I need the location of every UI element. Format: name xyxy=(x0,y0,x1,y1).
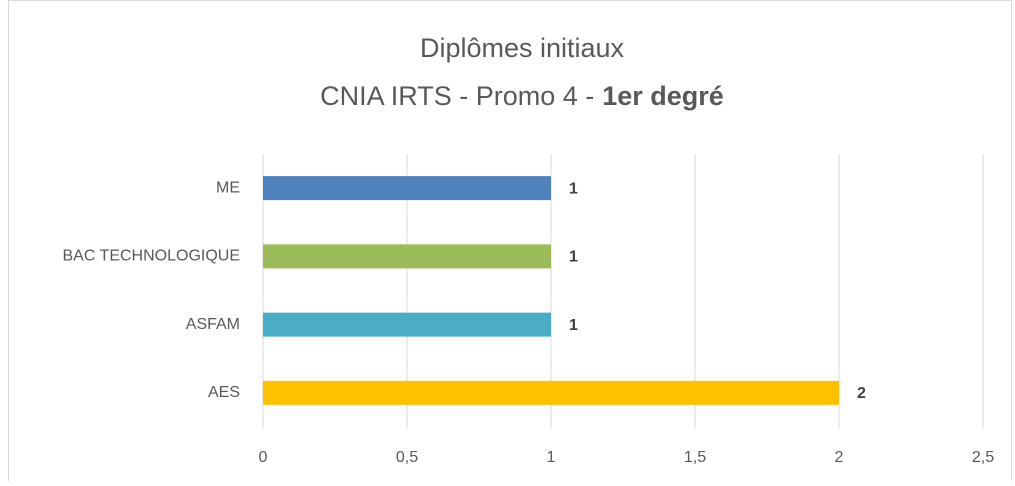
bar xyxy=(263,380,839,405)
x-tick-label: 0 xyxy=(259,449,268,466)
bar xyxy=(263,312,551,337)
subtitle-bold: 1er degré xyxy=(602,81,724,111)
x-tick-label: 2 xyxy=(835,449,844,466)
y-tick-label: BAC TECHNOLOGIQUE xyxy=(62,248,240,265)
x-tick-label: 0,5 xyxy=(396,449,418,466)
bar xyxy=(263,176,551,201)
chart-title: Diplômes initiaux xyxy=(420,33,625,63)
x-tick-label: 2,5 xyxy=(972,449,994,466)
chart-subtitle: CNIA IRTS - Promo 4 - 1er degré xyxy=(320,81,724,111)
data-label: 1 xyxy=(569,180,578,197)
y-tick-label: ASFAM xyxy=(186,316,240,333)
subtitle-text: CNIA IRTS - Promo 4 - xyxy=(320,81,594,111)
chart-border xyxy=(8,0,1012,486)
bar xyxy=(263,244,551,269)
x-tick-label: 1 xyxy=(547,449,556,466)
y-tick-label: ME xyxy=(216,179,240,196)
x-tick-label: 1,5 xyxy=(684,449,706,466)
data-label: 1 xyxy=(569,249,578,266)
data-label: 1 xyxy=(569,317,578,334)
y-tick-label: AES xyxy=(208,384,240,401)
data-label: 2 xyxy=(857,385,866,402)
